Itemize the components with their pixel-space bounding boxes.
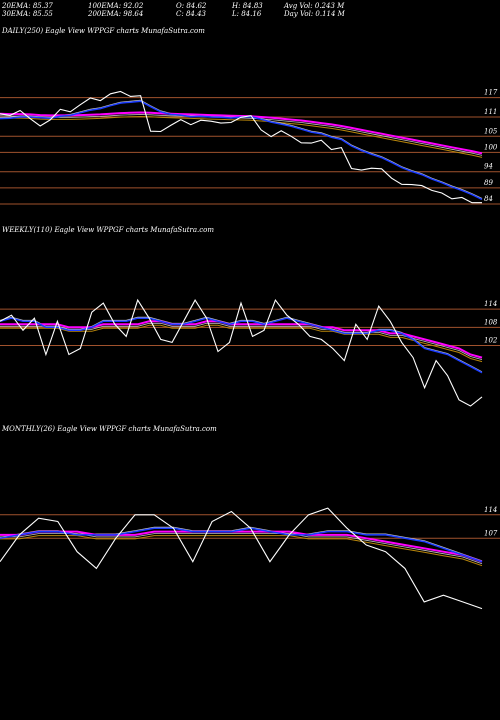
ema200-label: 200EMA: 98.64: [88, 10, 144, 18]
daily-band-line-outer: [0, 114, 483, 156]
avg-volume-label: Avg Vol: 0.243 M: [284, 2, 345, 10]
daily-tick-label: 94: [484, 163, 493, 171]
monthly-ema-fast-line: [0, 527, 483, 563]
weekly-ma-brown-line: [0, 324, 483, 363]
weekly-chart-title: WEEKLY(110) Eagle View WPPGF charts Muna…: [2, 226, 215, 234]
daily-tick-label: 105: [484, 127, 498, 135]
weekly-tick-label: 102: [484, 336, 498, 344]
ema100-label: 100EMA: 92.02: [88, 2, 144, 10]
daily-tick-label: 89: [484, 179, 493, 187]
ema20-label: 20EMA: 85.37: [2, 2, 53, 10]
weekly-tick-label: 108: [484, 318, 498, 326]
monthly-tick-label: 114: [484, 506, 497, 514]
close-label: C: 84.43: [176, 10, 206, 18]
low-label: L: 84.16: [232, 10, 262, 18]
weekly-band-line-inner: [0, 316, 483, 373]
monthly-ema-slow-line: [0, 530, 483, 563]
ema30-label: 30EMA: 85.55: [2, 10, 53, 18]
monthly-ma-brown-line: [0, 535, 483, 567]
weekly-price-line: [0, 298, 483, 407]
daily-tick-label: 84: [484, 195, 493, 203]
daily-ma-brown-line: [0, 115, 483, 158]
daily-tick-label: 111: [484, 108, 497, 116]
daily-chart-title: DAILY(250) Eagle View WPPGF charts Munaf…: [2, 27, 205, 35]
day-volume-label: Day Vol: 0.114 M: [284, 10, 345, 18]
monthly-price-line: [0, 507, 483, 610]
daily-ema-slow-line: [0, 111, 483, 155]
monthly-chart-title: MONTHLY(26) Eagle View WPPGF charts Muna…: [2, 425, 217, 433]
weekly-tick-label: 114: [484, 300, 497, 308]
monthly-tick-label: 107: [484, 529, 498, 537]
open-label: O: 84.62: [176, 2, 207, 10]
daily-price-line: [0, 90, 482, 204]
daily-tick-label: 117: [484, 89, 498, 97]
daily-tick-label: 100: [484, 143, 498, 151]
high-label: H: 84.83: [232, 2, 263, 10]
monthly-band-line-inner: [0, 526, 483, 562]
weekly-ema-fast-line: [0, 317, 483, 374]
